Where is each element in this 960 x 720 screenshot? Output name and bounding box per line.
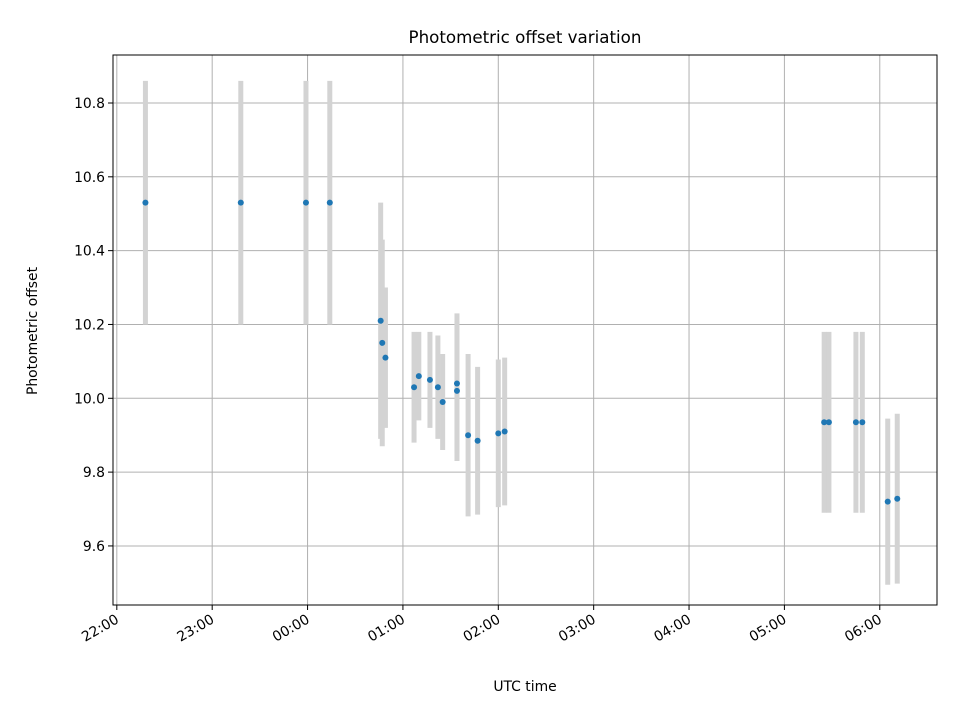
data-point <box>326 199 333 206</box>
data-point <box>411 384 418 391</box>
data-point <box>142 199 149 206</box>
y-tick-label: 10.8 <box>74 96 105 112</box>
data-point <box>426 376 433 383</box>
data-point <box>894 495 901 502</box>
x-axis-label: UTC time <box>493 679 556 695</box>
data-point <box>453 380 460 387</box>
y-tick-label: 10.4 <box>74 244 105 260</box>
y-tick-label: 10.2 <box>74 317 105 333</box>
data-point <box>382 354 389 361</box>
data-point <box>821 419 828 426</box>
data-point <box>379 339 386 346</box>
data-point <box>474 437 481 444</box>
y-tick-label: 10.6 <box>74 170 105 186</box>
data-point <box>237 199 244 206</box>
data-point <box>439 398 446 405</box>
data-point <box>415 373 422 380</box>
data-point <box>884 498 891 505</box>
data-point <box>377 317 384 324</box>
y-tick-label: 9.8 <box>83 465 105 481</box>
y-tick-label: 9.6 <box>83 539 105 555</box>
y-tick-label: 10.0 <box>74 391 105 407</box>
data-point <box>859 419 866 426</box>
data-point <box>495 430 502 437</box>
data-point <box>302 199 309 206</box>
data-points <box>142 199 901 505</box>
data-point <box>852 419 859 426</box>
data-point <box>501 428 508 435</box>
data-point <box>465 432 472 439</box>
chart-title: Photometric offset variation <box>409 27 642 47</box>
data-point <box>453 387 460 394</box>
data-point <box>434 384 441 391</box>
y-axis-label: Photometric offset <box>25 266 41 395</box>
y-axis-ticks: 9.6 9.8 10.0 10.2 10.4 10.6 10.8 <box>74 96 113 555</box>
plot-frame <box>112 54 938 606</box>
data-point <box>825 419 832 426</box>
